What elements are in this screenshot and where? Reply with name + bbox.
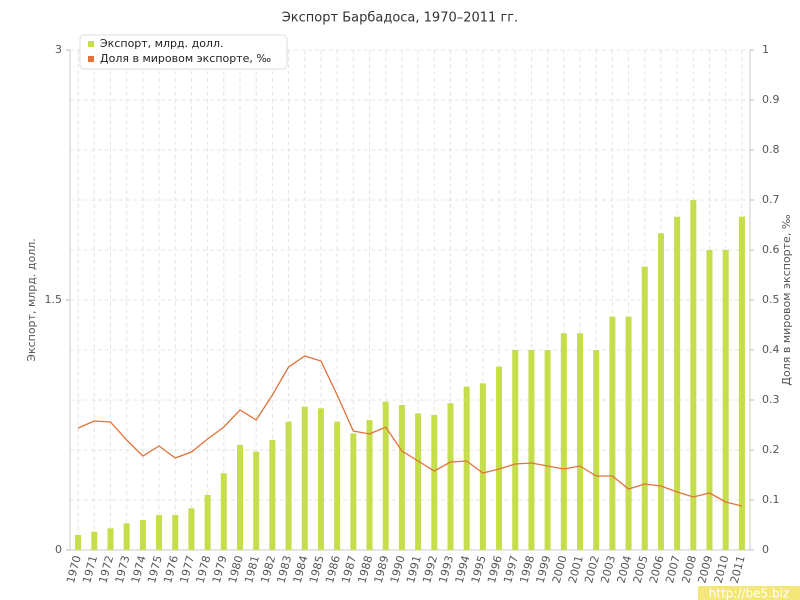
bar — [91, 531, 98, 550]
bar — [512, 350, 519, 550]
bar — [447, 403, 454, 550]
bar — [220, 473, 227, 550]
bar — [75, 535, 82, 550]
bar — [657, 233, 664, 551]
bar — [544, 350, 551, 550]
bar — [625, 316, 632, 550]
bar — [204, 495, 211, 550]
bar — [690, 200, 697, 550]
bar — [285, 421, 292, 550]
bar — [560, 333, 567, 550]
y2-tick-label: 1 — [762, 43, 769, 56]
bar — [496, 366, 503, 550]
bar — [528, 350, 535, 550]
bar — [722, 250, 729, 550]
bar — [577, 333, 583, 550]
bar — [641, 266, 648, 550]
legend-marker — [88, 56, 94, 62]
bar — [593, 350, 600, 550]
bar — [253, 451, 260, 550]
legend-box — [79, 34, 288, 70]
chart-title: Экспорт Барбадоса, 1970–2011 гг. — [282, 11, 519, 26]
bar — [479, 383, 486, 550]
bar — [334, 421, 341, 550]
bar — [301, 406, 308, 550]
bar — [123, 523, 130, 550]
y-tick-label: 1.5 — [45, 293, 63, 306]
legend-label: Доля в мировом экспорте, ‰ — [100, 52, 271, 65]
bar — [415, 413, 422, 550]
y2-tick-label: 0.6 — [762, 243, 780, 256]
bar — [350, 433, 357, 550]
watermark: http://be5.biz — [709, 587, 789, 600]
bar — [738, 216, 745, 550]
y2-tick-label: 0.8 — [762, 143, 780, 156]
watermark-bg — [698, 586, 800, 600]
y-tick-label: 3 — [55, 43, 62, 56]
bar — [269, 440, 276, 550]
bar — [317, 408, 324, 550]
bar — [156, 515, 163, 550]
bar — [172, 515, 179, 550]
legend-label: Экспорт, млрд. долл. — [100, 37, 223, 50]
y2-tick-label: 0.5 — [762, 293, 780, 306]
bar — [674, 216, 681, 550]
y-tick-label: 0 — [55, 543, 62, 556]
bar — [139, 520, 146, 550]
y2-axis-title: Доля в мировом экспорте, ‰ — [780, 214, 793, 385]
bar — [366, 420, 373, 550]
y2-tick-label: 0.4 — [762, 343, 780, 356]
y2-tick-label: 0.9 — [762, 93, 780, 106]
bar — [382, 401, 389, 550]
bar — [237, 445, 243, 550]
bar — [706, 250, 713, 550]
y2-tick-label: 0.3 — [762, 393, 780, 406]
y2-tick-label: 0 — [762, 543, 769, 556]
bar — [107, 528, 114, 550]
bar — [431, 415, 438, 550]
bar — [188, 508, 195, 550]
line — [77, 355, 743, 507]
bar — [398, 405, 405, 550]
legend-marker — [88, 41, 94, 47]
y2-tick-label: 0.2 — [762, 443, 780, 456]
bar — [609, 316, 616, 550]
y2-tick-label: 0.7 — [762, 193, 780, 206]
bar — [463, 386, 470, 550]
y2-tick-label: 0.1 — [762, 493, 780, 506]
y-axis-title: Экспорт, млрд. долл. — [25, 238, 38, 361]
